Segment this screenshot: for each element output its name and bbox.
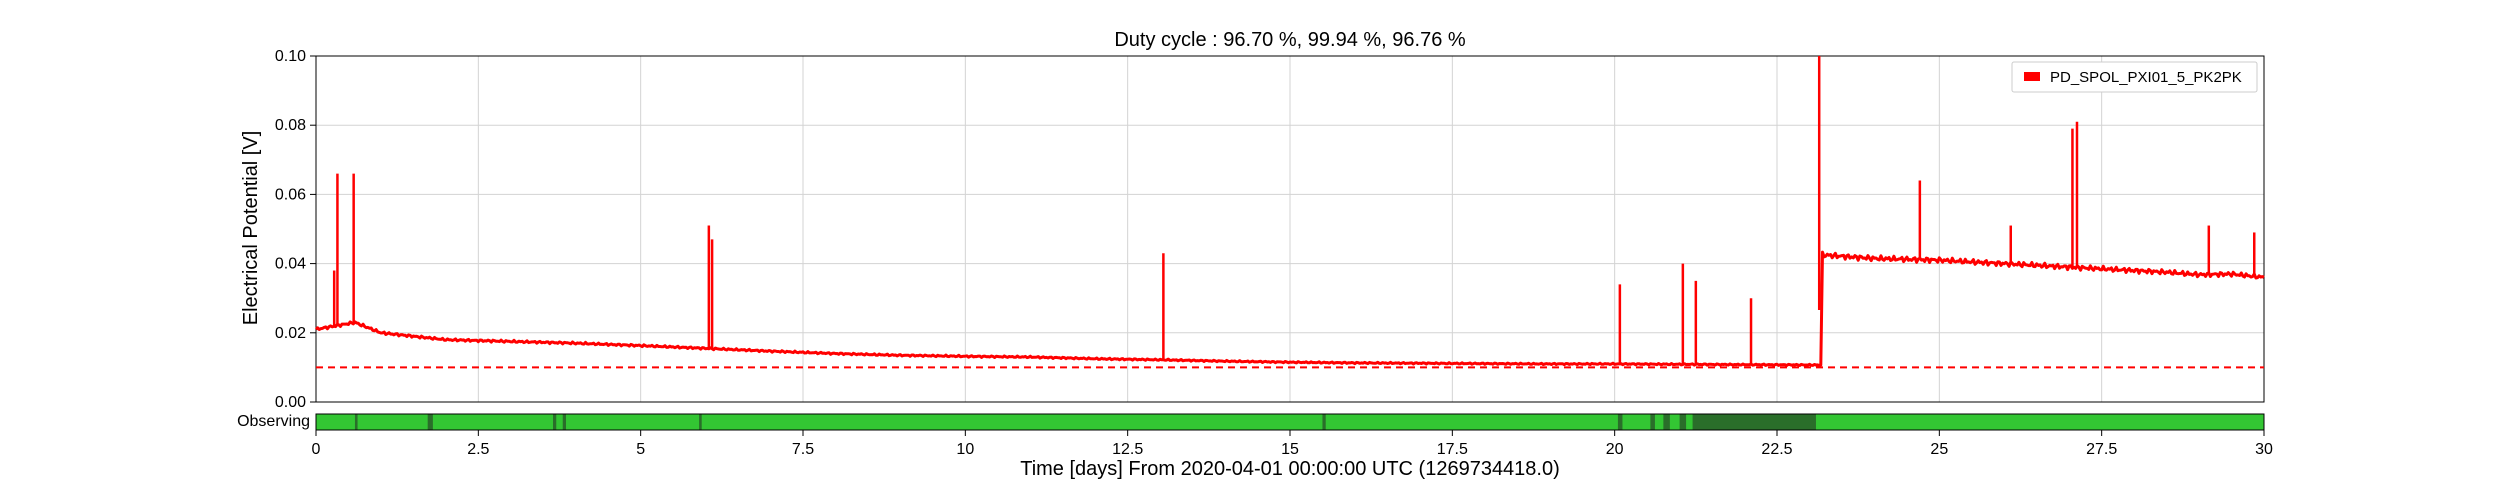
observing-border bbox=[315, 413, 2265, 431]
observing-off-segment bbox=[1650, 414, 1655, 430]
observing-off-segment bbox=[1663, 414, 1670, 430]
x-tick-label: 27.5 bbox=[2086, 441, 2117, 458]
plot-border bbox=[315, 55, 2265, 403]
plot-frame bbox=[315, 55, 2265, 403]
observing-off-segment bbox=[1322, 414, 1326, 430]
y-axis-ticks: 0.00 0.02 0.04 0.06 0.08 0.10 bbox=[275, 48, 316, 411]
observing-off-segment bbox=[553, 414, 557, 430]
series-line bbox=[314, 250, 2265, 367]
x-axis-label: Time [days] From 2020-04-01 00:00:00 UTC… bbox=[1020, 458, 1560, 480]
x-tick-label: 7.5 bbox=[792, 441, 814, 458]
observing-off-segment bbox=[354, 414, 358, 430]
observing-off-segment bbox=[1617, 414, 1623, 430]
x-tick-label: 10 bbox=[956, 441, 974, 458]
x-tick-label: 17.5 bbox=[1437, 441, 1468, 458]
observing-off-segment bbox=[427, 414, 433, 430]
x-tick-label: 20 bbox=[1606, 441, 1624, 458]
observing-off-segment bbox=[1679, 414, 1687, 430]
legend: PD_SPOL_PXI01_5_PK2PK bbox=[2011, 61, 2258, 93]
y-tick-label: 0.00 bbox=[275, 394, 306, 411]
y-tick-label: 0.06 bbox=[275, 186, 306, 203]
observing-off-segment bbox=[699, 414, 702, 430]
legend-entry: PD_SPOL_PXI01_5_PK2PK bbox=[2050, 69, 2242, 86]
chart-title: Duty cycle : 96.70 %, 99.94 %, 96.76 % bbox=[1114, 29, 1466, 51]
x-tick-label: 15 bbox=[1281, 441, 1299, 458]
y-tick-label: 0.02 bbox=[275, 325, 306, 342]
x-tick-label: 2.5 bbox=[467, 441, 489, 458]
observing-off-segment bbox=[1692, 414, 1816, 430]
series bbox=[314, 250, 2265, 367]
legend-swatch bbox=[2024, 72, 2040, 81]
y-tick-label: 0.04 bbox=[275, 256, 306, 273]
observing-on-band bbox=[315, 413, 2265, 431]
legend-box bbox=[2011, 61, 2258, 93]
x-tick-label: 22.5 bbox=[1761, 441, 1792, 458]
x-tick-label: 12.5 bbox=[1112, 441, 1143, 458]
x-tick-label: 0 bbox=[312, 441, 321, 458]
x-tick-label: 30 bbox=[2255, 441, 2273, 458]
y-tick-label: 0.10 bbox=[275, 48, 306, 65]
observing-strip bbox=[315, 413, 2265, 431]
x-axis-ticks: 0 2.5 5 7.5 10 12.5 15 17.5 20 22.5 25 27.5 30 bbox=[312, 430, 2273, 458]
observing-label: Observing bbox=[237, 413, 310, 430]
x-tick-label: 25 bbox=[1930, 441, 1948, 458]
y-axis-label: Electrical Potential [V] bbox=[240, 131, 262, 326]
spikes bbox=[332, 56, 2256, 365]
observing-off-segment bbox=[562, 414, 566, 430]
x-tick-label: 5 bbox=[636, 441, 645, 458]
y-tick-label: 0.08 bbox=[275, 117, 306, 134]
